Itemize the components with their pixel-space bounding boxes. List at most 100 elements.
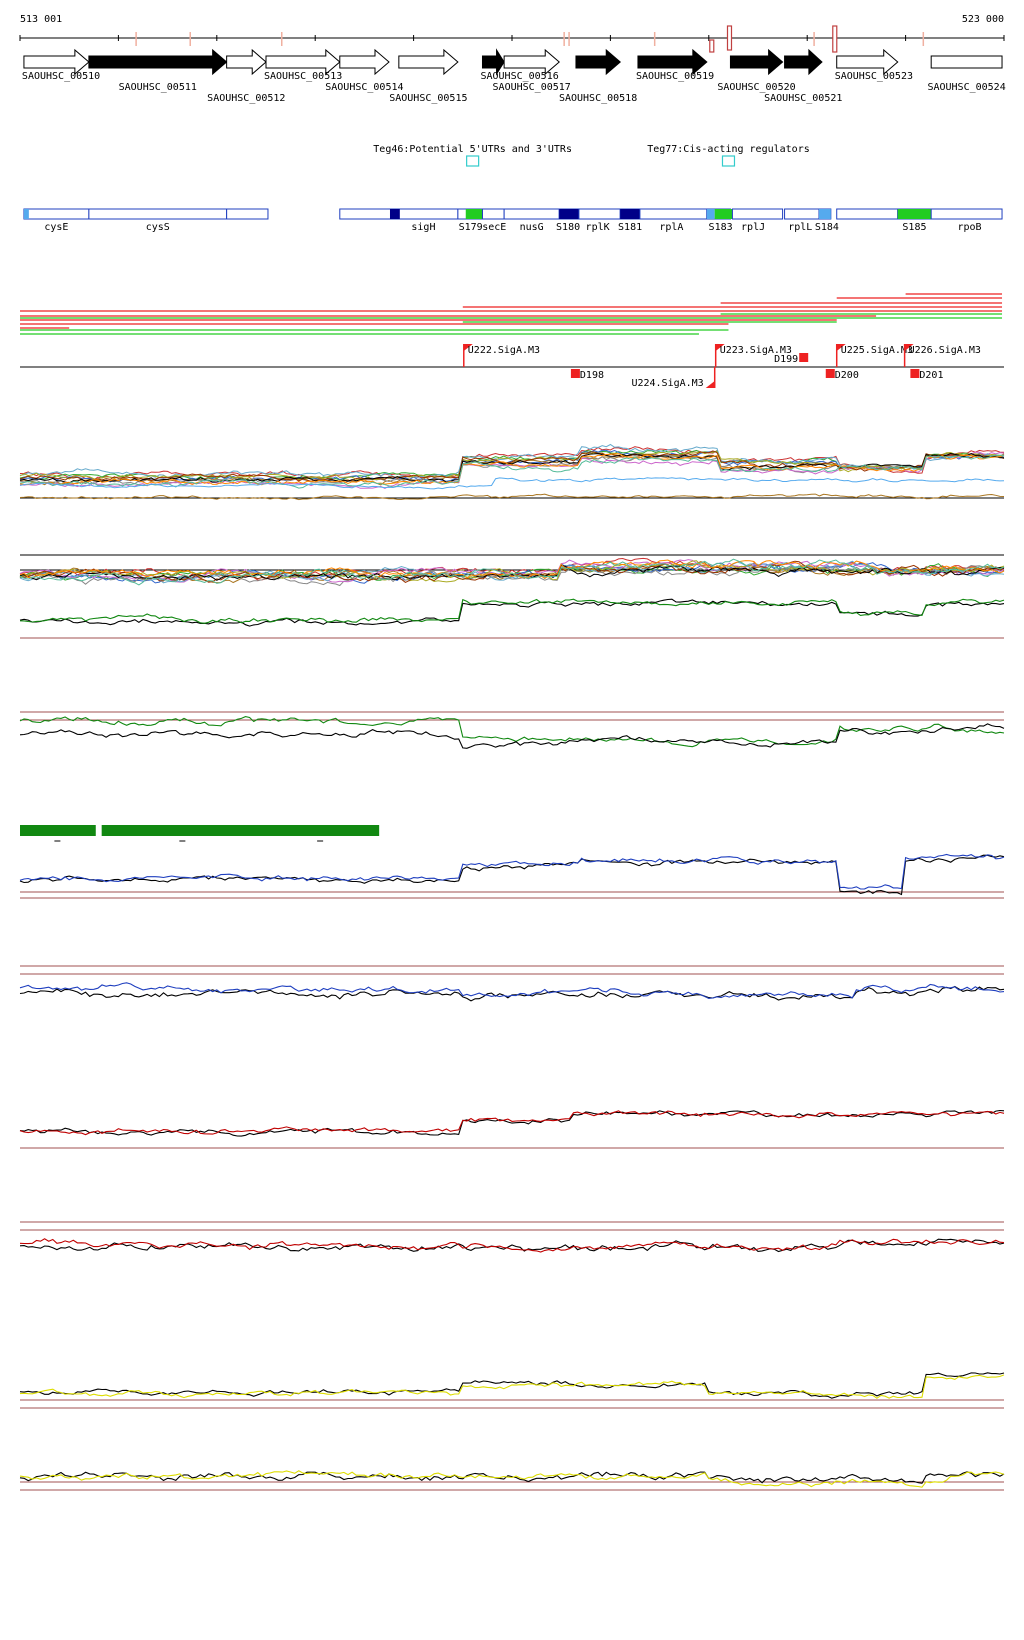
gene-arrow[interactable] [729, 48, 784, 76]
gene-track[interactable]: SAOUHSC_00510 SAOUHSC_00511 SAOUHSC_00512 S… [22, 48, 1006, 104]
gene-label: SAOUHSC_00520 [717, 82, 795, 93]
annotation-box[interactable] [481, 208, 505, 220]
promoter-label: U224.SigA.M3 [631, 378, 703, 389]
expression-line [19, 716, 1005, 748]
gene-label: SAOUHSC_00511 [119, 82, 197, 93]
expression-line [19, 564, 1005, 581]
annotation-mark [706, 209, 715, 219]
annotation-mark [389, 209, 400, 219]
annotation-label: S180 [556, 222, 580, 233]
expression-line [19, 477, 1005, 490]
teg-label: Teg77:Cis-acting regulators [647, 144, 810, 155]
terminator-mark[interactable] [910, 369, 920, 378]
gene-arrow[interactable] [88, 48, 228, 76]
expression-line [19, 1374, 1005, 1399]
annotation-box[interactable] [503, 208, 560, 220]
expression-line [19, 558, 1005, 586]
gene-label: SAOUHSC_00521 [764, 93, 842, 104]
terminator-label: D200 [835, 370, 859, 381]
gene-label: SAOUHSC_00518 [559, 93, 637, 104]
annotation-label: nusG [520, 222, 544, 233]
annotation-label: cysS [146, 222, 170, 233]
terminator-mark[interactable] [799, 353, 809, 362]
promoter-flag[interactable] [463, 344, 473, 351]
annotation-box[interactable] [930, 208, 1003, 220]
annotation-box[interactable] [578, 208, 621, 220]
annotation-box[interactable] [23, 208, 90, 220]
expression-tracks [19, 443, 1005, 1491]
annotation-box[interactable] [731, 208, 784, 220]
annotation-label: rplL [788, 222, 812, 233]
teg-marker[interactable] [721, 155, 736, 167]
gene-label: SAOUHSC_00513 [264, 71, 342, 82]
expression-line [19, 723, 1005, 749]
green-region-bar[interactable] [20, 825, 96, 836]
terminator-mark[interactable] [825, 369, 835, 378]
promoter-flag[interactable] [904, 344, 914, 351]
promoter-flag[interactable] [705, 381, 715, 388]
expression-line [19, 450, 1005, 483]
promoter-flag[interactable] [836, 344, 846, 351]
expression-line [19, 454, 1005, 489]
coordinate-ruler: 513 001 523 000 [19, 14, 1005, 53]
gene-arrow[interactable] [265, 48, 341, 76]
annotation-box[interactable] [88, 208, 228, 220]
gene-label: SAOUHSC_00510 [22, 71, 100, 82]
gene-label: SAOUHSC_00515 [389, 93, 467, 104]
expression-line [19, 985, 1005, 1002]
expression-line [19, 452, 1005, 484]
teg-label: Teg46:Potential 5'UTRs and 3'UTRs [373, 144, 572, 155]
annotation-mark [23, 209, 29, 219]
expression-line [19, 1109, 1005, 1137]
gene-arrow[interactable] [836, 48, 899, 76]
expression-line [19, 1238, 1005, 1253]
annotation-label: S181 [618, 222, 642, 233]
annotation-label: S179 [459, 222, 483, 233]
teg-marker[interactable] [466, 155, 480, 167]
teg-track[interactable]: Teg46:Potential 5'UTRs and 3'UTRs Teg77:C… [373, 144, 810, 167]
expression-line [19, 598, 1005, 624]
expression-line [19, 560, 1005, 584]
annotation-mark [620, 209, 640, 219]
annotation-track[interactable]: cysE cysS sigH S179 secE nusG S180 rplK S181 rplA… [23, 208, 1003, 233]
gene-arrow[interactable] [398, 48, 459, 76]
annotation-box[interactable] [226, 208, 269, 220]
gene-arrow[interactable] [226, 48, 267, 76]
promoter-label: U223.SigA.M3 [720, 345, 792, 356]
gene-label: SAOUHSC_00514 [325, 82, 403, 93]
annotation-box[interactable] [784, 208, 820, 220]
promoter-label: U225.SigA.M3 [841, 345, 913, 356]
gene-label: SAOUHSC_00519 [636, 71, 714, 82]
gene-arrow[interactable] [575, 48, 622, 76]
expression-line [19, 982, 1005, 999]
annotation-mark [897, 209, 932, 219]
expression-line [19, 854, 1005, 896]
gene-arrow[interactable] [930, 55, 1003, 69]
gene-arrow[interactable] [481, 48, 505, 76]
expression-line [19, 451, 1005, 481]
annotation-box[interactable] [836, 208, 899, 220]
annotation-mark [465, 209, 483, 219]
terminator-mark[interactable] [570, 369, 580, 378]
gene-arrow[interactable] [784, 48, 823, 76]
green-region-bar[interactable] [101, 825, 380, 836]
annotation-mark [819, 209, 831, 219]
annotation-label: secE [482, 222, 506, 233]
gene-arrow[interactable] [503, 48, 561, 76]
annotation-label: sigH [411, 222, 435, 233]
annotation-box[interactable] [639, 208, 708, 220]
promoter-track[interactable]: U222.SigA.M3 U223.SigA.M3 U224.SigA.M3 U225… [20, 344, 1004, 389]
transcript-lines [20, 293, 1003, 335]
gene-label: SAOUHSC_00517 [493, 82, 571, 93]
promoter-flag[interactable] [715, 344, 725, 351]
promoter-label: U226.SigA.M3 [909, 345, 981, 356]
promoter-label: U222.SigA.M3 [468, 345, 540, 356]
annotation-label: cysE [44, 222, 68, 233]
gene-arrow[interactable] [339, 48, 390, 76]
expression-line [19, 1470, 1005, 1488]
gene-arrow[interactable] [637, 48, 708, 76]
gene-label: SAOUHSC_00523 [835, 71, 913, 82]
annotation-label: rplK [586, 222, 610, 233]
gene-arrow[interactable] [23, 48, 90, 76]
gene-label: SAOUHSC_00516 [480, 71, 558, 82]
